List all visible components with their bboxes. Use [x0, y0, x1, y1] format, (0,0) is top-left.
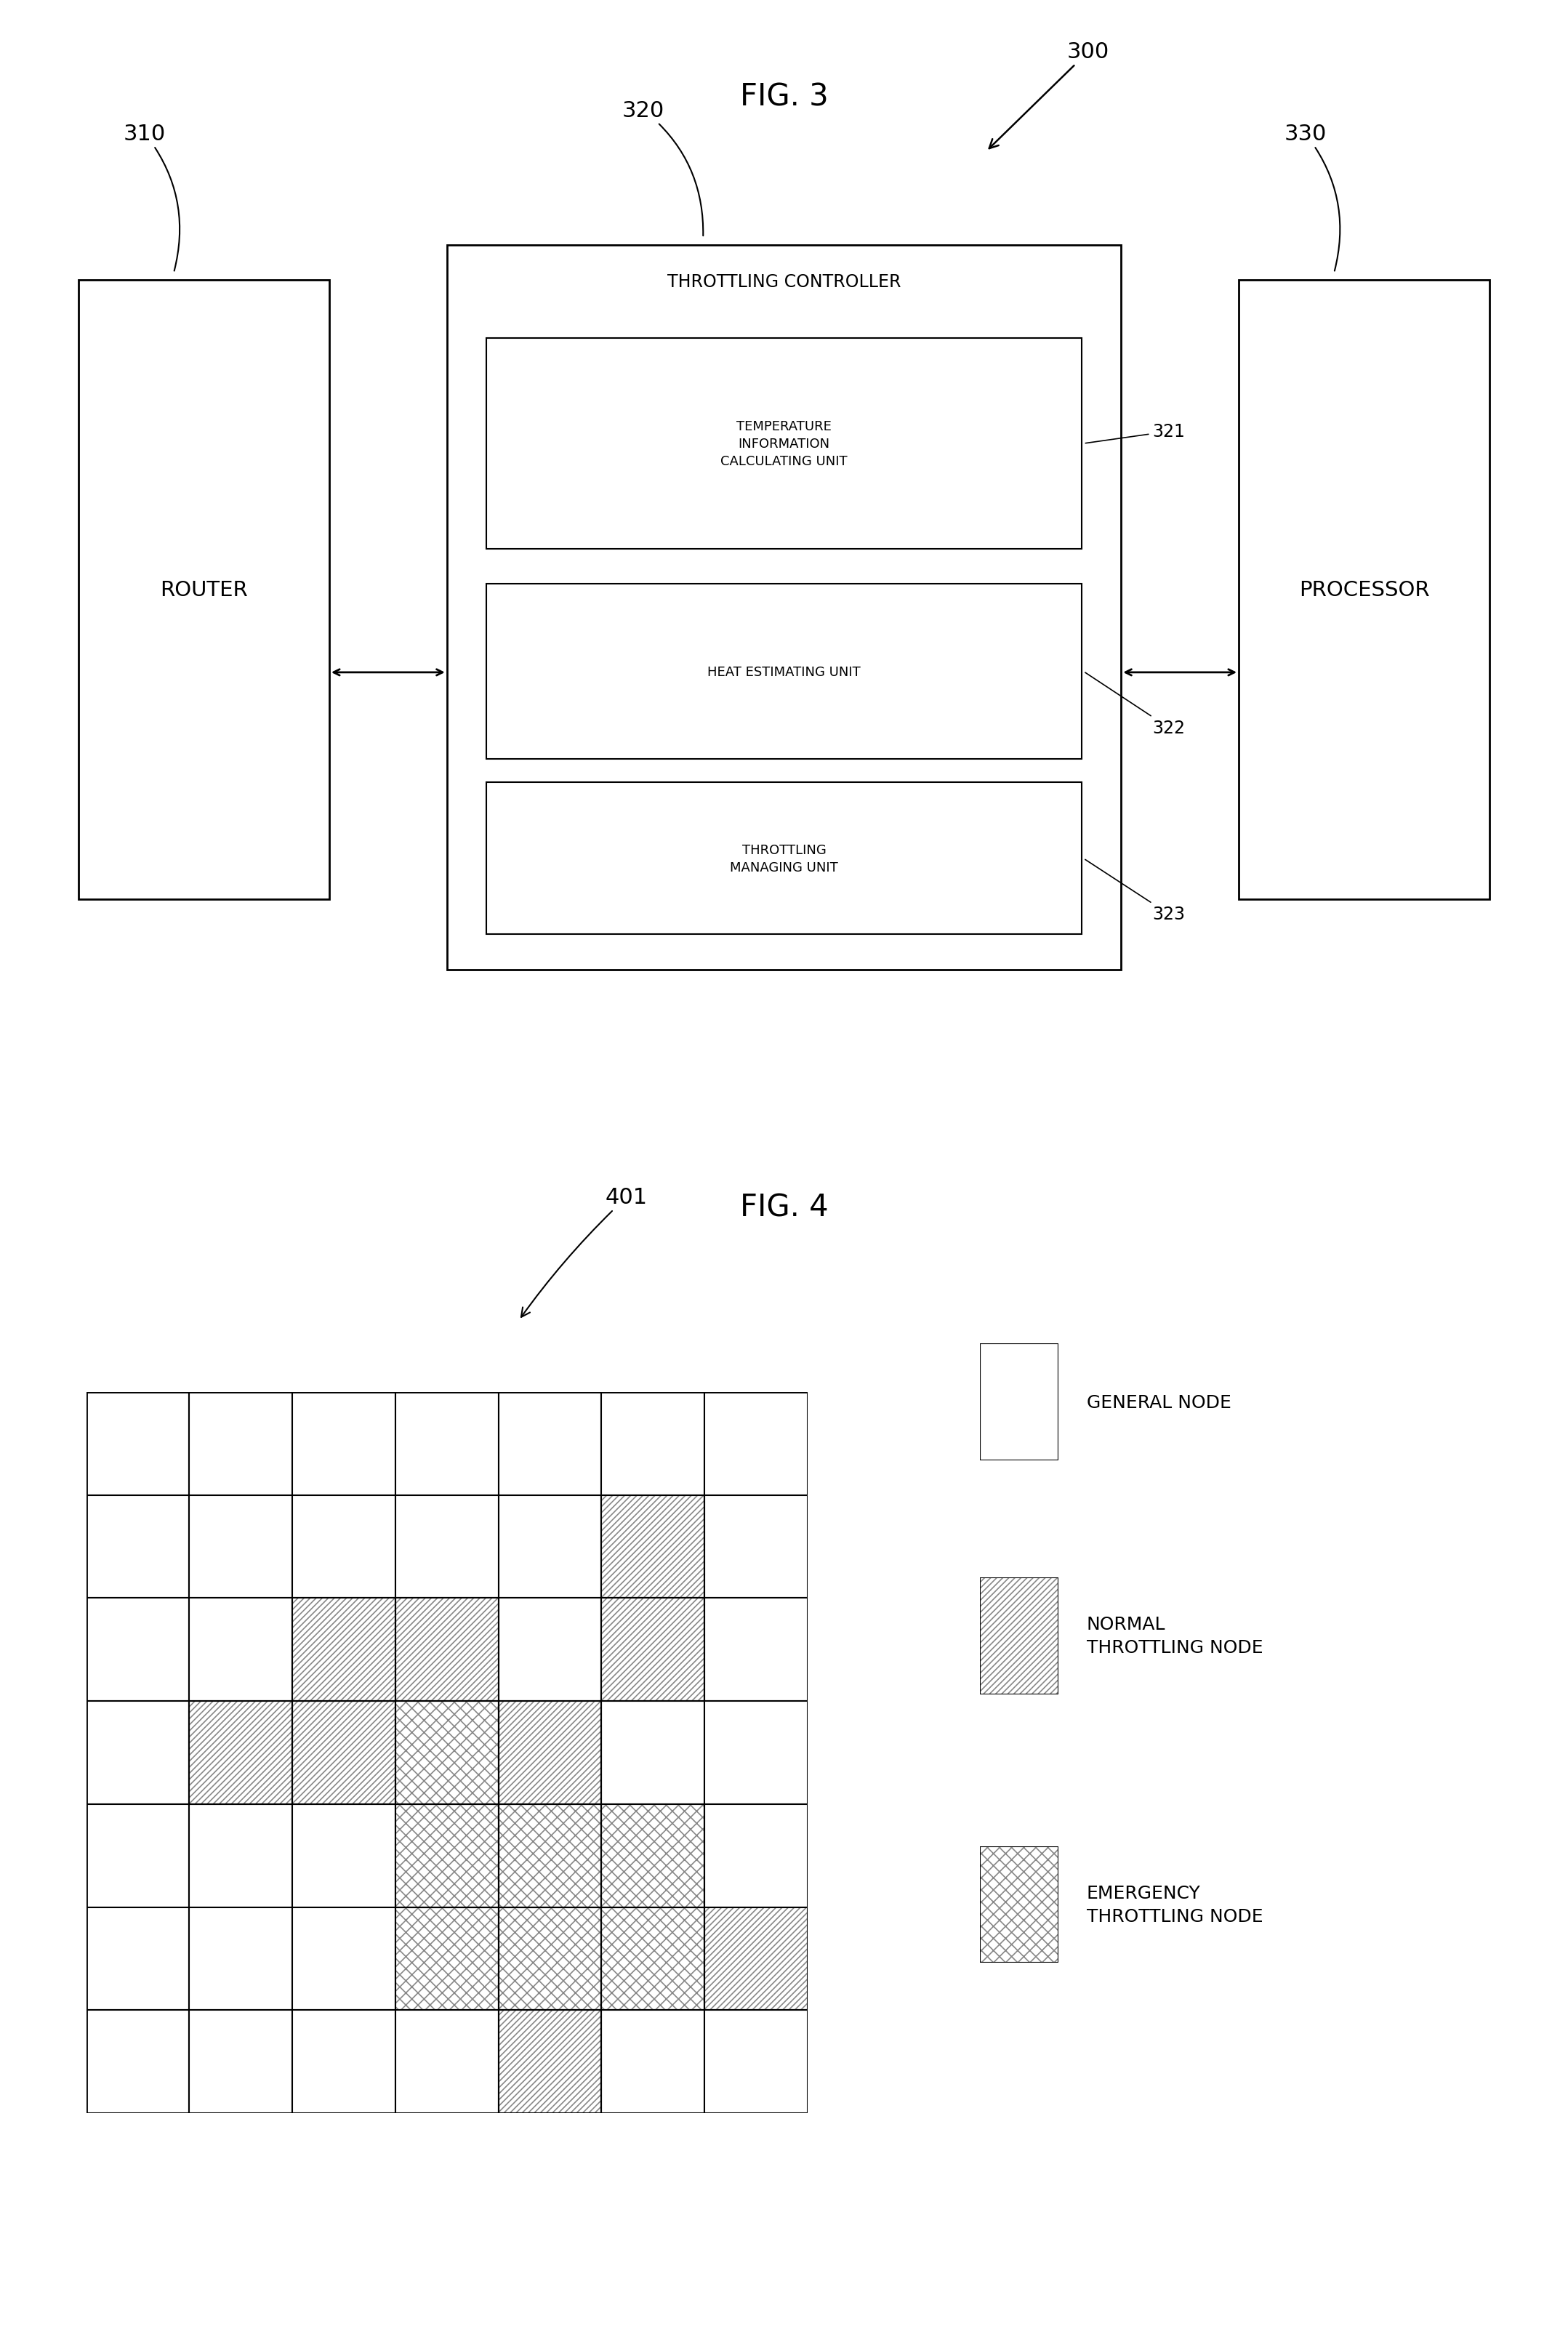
- Bar: [602, 1599, 704, 1701]
- Bar: [499, 1804, 602, 1907]
- Text: 401: 401: [521, 1187, 648, 1318]
- Text: 330: 330: [1284, 124, 1341, 271]
- Bar: [447, 245, 1121, 970]
- Bar: [499, 1701, 602, 1804]
- Text: TEMPERATURE
INFORMATION
CALCULATING UNIT: TEMPERATURE INFORMATION CALCULATING UNIT: [721, 421, 847, 467]
- Bar: [602, 1907, 704, 2010]
- Bar: [499, 1907, 602, 2010]
- Bar: [86, 1907, 190, 2010]
- Bar: [602, 1599, 704, 1701]
- Text: FIG. 4: FIG. 4: [740, 1192, 828, 1222]
- Bar: [190, 1599, 292, 1701]
- Bar: [292, 1804, 395, 1907]
- Text: THROTTLING CONTROLLER: THROTTLING CONTROLLER: [666, 273, 902, 290]
- Bar: [395, 1907, 499, 2010]
- Bar: [704, 1393, 808, 1496]
- Bar: [190, 2010, 292, 2113]
- Bar: [499, 2010, 602, 2113]
- Text: PROCESSOR: PROCESSOR: [1298, 580, 1430, 601]
- Bar: [499, 1907, 602, 2010]
- Bar: [190, 1804, 292, 1907]
- Bar: [190, 1907, 292, 2010]
- Bar: [86, 1599, 190, 1701]
- Bar: [395, 1599, 499, 1701]
- Bar: [602, 1701, 704, 1804]
- Bar: [704, 1804, 808, 1907]
- Bar: [86, 1393, 190, 1496]
- Bar: [395, 1804, 499, 1907]
- Text: EMERGENCY
THROTTLING NODE: EMERGENCY THROTTLING NODE: [1087, 1884, 1262, 1926]
- Bar: [704, 2010, 808, 2113]
- Text: 320: 320: [622, 100, 702, 236]
- Bar: [602, 1496, 704, 1599]
- Bar: [602, 1804, 704, 1907]
- Bar: [190, 1393, 292, 1496]
- Bar: [602, 1804, 704, 1907]
- Bar: [292, 2010, 395, 2113]
- Bar: [86, 1804, 190, 1907]
- Text: 321: 321: [1085, 423, 1185, 444]
- Text: 323: 323: [1085, 860, 1185, 923]
- Bar: [602, 1907, 704, 2010]
- Bar: [499, 1599, 602, 1701]
- Bar: [395, 2010, 499, 2113]
- Bar: [86, 1496, 190, 1599]
- Bar: [704, 1599, 808, 1701]
- Bar: [602, 1393, 704, 1496]
- Bar: [1239, 280, 1490, 900]
- Text: HEAT ESTIMATING UNIT: HEAT ESTIMATING UNIT: [707, 666, 861, 678]
- Bar: [486, 783, 1082, 935]
- Bar: [704, 1907, 808, 2010]
- Text: 322: 322: [1085, 673, 1185, 736]
- Bar: [86, 1701, 190, 1804]
- Text: GENERAL NODE: GENERAL NODE: [1087, 1393, 1231, 1412]
- Bar: [499, 1701, 602, 1804]
- Bar: [704, 1907, 808, 2010]
- Bar: [292, 1496, 395, 1599]
- Bar: [395, 1599, 499, 1701]
- Bar: [395, 1701, 499, 1804]
- Bar: [499, 1496, 602, 1599]
- Bar: [499, 2010, 602, 2113]
- Text: ROUTER: ROUTER: [160, 580, 248, 601]
- Bar: [86, 2010, 190, 2113]
- Bar: [292, 1701, 395, 1804]
- Bar: [486, 339, 1082, 549]
- Bar: [78, 280, 329, 900]
- Bar: [292, 1907, 395, 2010]
- Bar: [499, 1393, 602, 1496]
- Bar: [499, 1804, 602, 1907]
- Bar: [395, 1701, 499, 1804]
- Bar: [395, 1393, 499, 1496]
- Bar: [704, 1701, 808, 1804]
- Bar: [292, 1701, 395, 1804]
- Bar: [292, 1599, 395, 1701]
- Bar: [395, 1804, 499, 1907]
- Bar: [190, 1496, 292, 1599]
- Text: NORMAL
THROTTLING NODE: NORMAL THROTTLING NODE: [1087, 1615, 1262, 1657]
- Text: 300: 300: [989, 42, 1110, 150]
- Bar: [395, 1496, 499, 1599]
- Bar: [602, 2010, 704, 2113]
- Bar: [190, 1701, 292, 1804]
- Bar: [292, 1393, 395, 1496]
- Text: 310: 310: [124, 124, 180, 271]
- Text: THROTTLING
MANAGING UNIT: THROTTLING MANAGING UNIT: [731, 844, 837, 874]
- Text: FIG. 3: FIG. 3: [740, 82, 828, 112]
- Bar: [395, 1907, 499, 2010]
- Bar: [486, 584, 1082, 760]
- Bar: [292, 1599, 395, 1701]
- Bar: [704, 1496, 808, 1599]
- Bar: [602, 1496, 704, 1599]
- Bar: [190, 1701, 292, 1804]
